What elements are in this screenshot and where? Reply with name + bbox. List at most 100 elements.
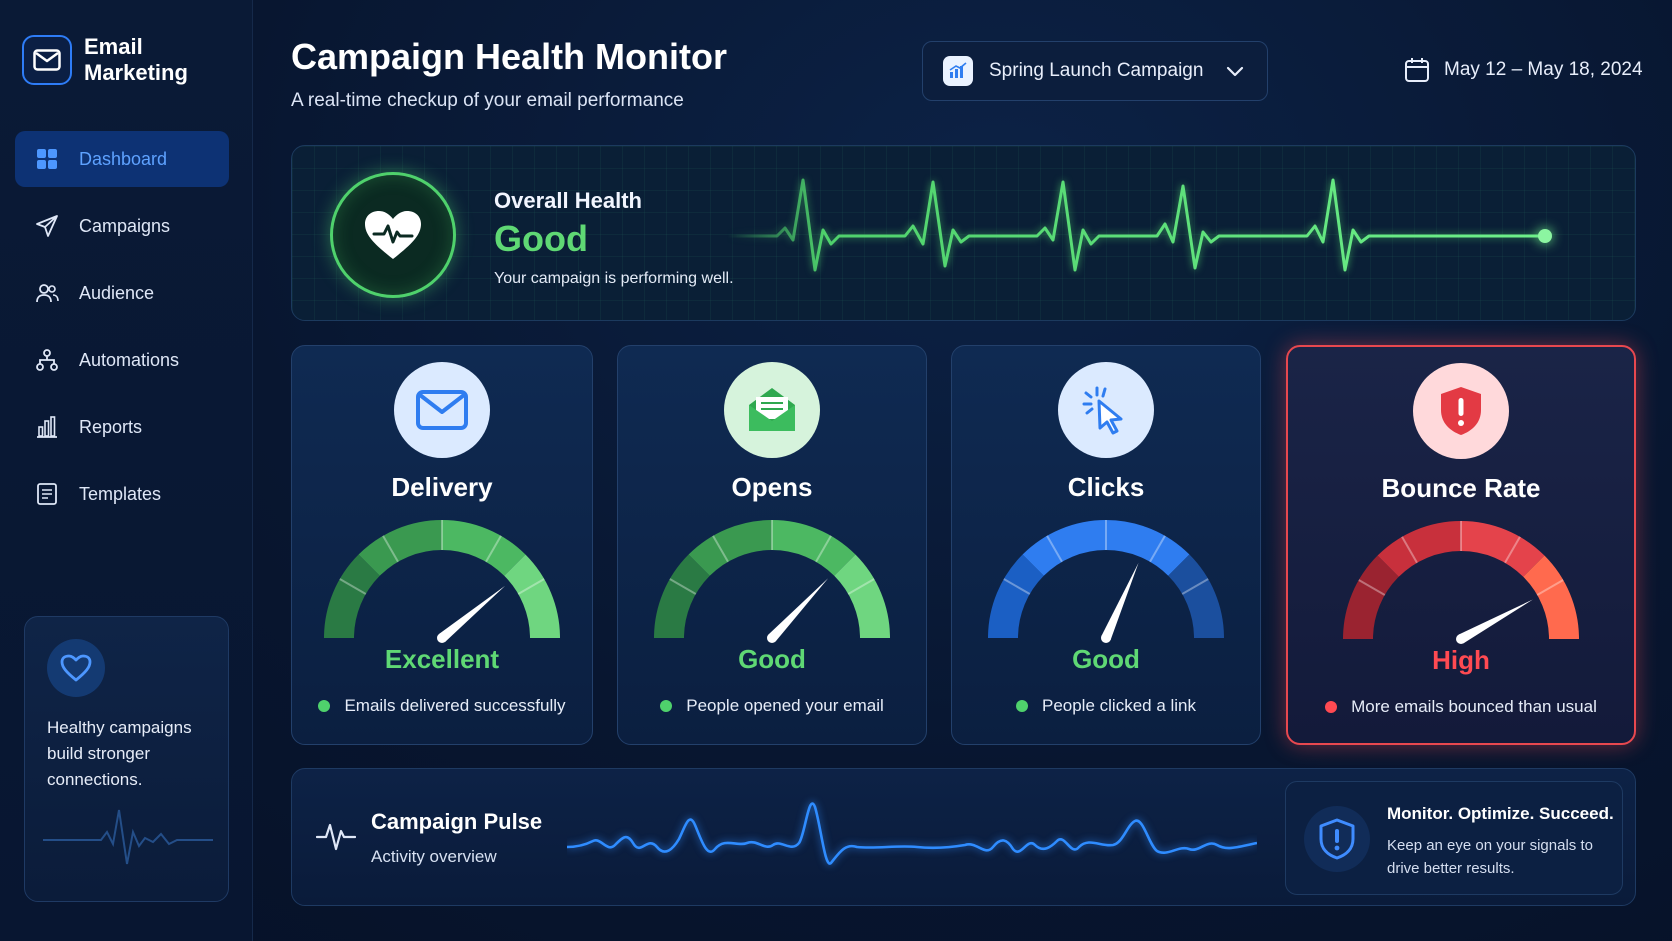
gauge-segment — [358, 520, 442, 576]
gauge-tick — [1149, 535, 1166, 563]
brand-name: Email Marketing — [84, 34, 188, 85]
metric-note-text: Emails delivered successfully — [344, 696, 566, 715]
envelope-icon — [394, 362, 490, 458]
sidebar-item-label: Templates — [79, 483, 162, 504]
brand-logo[interactable]: Email Marketing — [22, 34, 188, 86]
gauge-tick — [339, 578, 367, 595]
gauge-tick — [1536, 579, 1564, 596]
gauge-tick — [1046, 535, 1063, 563]
metric-card-bounce-rate[interactable]: Bounce Rate High More emails bounced tha… — [1286, 345, 1636, 745]
status-dot — [1015, 700, 1028, 712]
metric-title: Opens — [731, 472, 813, 502]
sidebar-item-audience[interactable]: Audience — [15, 265, 229, 321]
metric-title: Delivery — [391, 472, 493, 502]
sidebar-item-label: Campaigns — [79, 215, 171, 236]
pulse-icon — [316, 823, 356, 851]
gauge-hub — [437, 633, 447, 643]
sidebar-item-label: Dashboard — [79, 148, 168, 169]
envelope-logo-icon — [22, 35, 72, 85]
metric-note: More emails bounced than usual — [1288, 697, 1634, 717]
sidebar: Email Marketing Dashboard Campaigns Audi… — [0, 0, 253, 941]
cursor-click-icon — [1058, 362, 1154, 458]
gauge-needle — [1101, 562, 1139, 640]
gauge-segment — [504, 554, 560, 638]
metric-note-text: People clicked a link — [1041, 696, 1197, 715]
heartbeat-wave-graphic — [727, 178, 1552, 272]
gauge-segment — [1343, 555, 1399, 639]
gauge-clicks — [988, 520, 1224, 643]
page-subtitle: A real-time checkup of your email perfor… — [291, 90, 684, 111]
gauge-segment — [1523, 555, 1579, 639]
metric-note: People clicked a link — [952, 696, 1260, 716]
gauge-segment — [772, 520, 856, 576]
gauge-tick — [1401, 536, 1418, 564]
metric-note-text: People opened your email — [686, 696, 884, 715]
gauge-segment — [1461, 521, 1545, 577]
tip-box: Monitor. Optimize. Succeed. Keep an eye … — [1285, 781, 1623, 895]
sidebar-item-reports[interactable]: Reports — [15, 399, 229, 455]
gauge-segment — [1022, 520, 1106, 576]
gauge-hub — [1101, 633, 1111, 643]
calendar-icon — [1405, 58, 1429, 82]
template-icon — [37, 483, 57, 505]
sidebar-item-campaigns[interactable]: Campaigns — [15, 198, 229, 254]
shield-icon — [1304, 806, 1370, 872]
tip-title: Monitor. Optimize. Succeed. — [1387, 804, 1614, 823]
gauge-tick — [1358, 579, 1386, 596]
gauge-needle — [438, 585, 506, 642]
status-dot — [660, 700, 673, 712]
metric-note: People opened your email — [618, 696, 926, 716]
sidebar-info-card: Healthy campaigns build stronger connect… — [24, 616, 229, 902]
gauge-delivery — [324, 520, 560, 643]
gauge-tick — [1003, 578, 1031, 595]
sidebar-item-dashboard[interactable]: Dashboard — [15, 131, 229, 187]
metric-status: High — [1432, 645, 1490, 675]
date-range-picker[interactable]: May 12 – May 18, 2024 — [1404, 57, 1643, 83]
gauge-tick — [1181, 578, 1209, 595]
gauge-tick — [712, 535, 729, 563]
metric-card-clicks[interactable]: Clicks Good People clicked a link — [951, 345, 1261, 745]
metric-card-opens[interactable]: Opens Good People opened your email — [617, 345, 927, 745]
gauge-needle — [1458, 599, 1533, 644]
gauge-segment — [442, 520, 526, 576]
gauge-segment — [1377, 521, 1461, 577]
metric-status: Excellent — [384, 644, 500, 674]
campaign-chart-icon — [943, 56, 973, 86]
overall-health-label: Overall Health — [494, 188, 642, 213]
gauge-segment — [834, 554, 890, 638]
workflow-icon — [36, 349, 58, 371]
sidebar-card-text: Healthy campaigns build stronger connect… — [47, 718, 192, 789]
sidebar-item-templates[interactable]: Templates — [15, 466, 229, 522]
gauge-segment — [324, 554, 380, 638]
metric-note: Emails delivered successfully — [292, 696, 592, 716]
metric-title: Clicks — [1067, 472, 1145, 502]
gauge-segment — [988, 554, 1044, 638]
gauge-opens — [654, 520, 890, 643]
gauge-segment — [688, 520, 772, 576]
alert-shield-icon — [1413, 363, 1509, 459]
metric-note-text: More emails bounced than usual — [1351, 697, 1597, 716]
users-icon — [36, 284, 59, 303]
sidebar-item-label: Automations — [79, 349, 180, 370]
campaign-select[interactable]: Spring Launch Campaign — [922, 41, 1268, 101]
gauge-hub — [767, 633, 777, 643]
gauge-bounce-rate — [1343, 521, 1579, 644]
gauge-needle — [768, 578, 829, 642]
campaign-select-value: Spring Launch Campaign — [989, 60, 1204, 81]
metric-status: Good — [738, 644, 806, 674]
activity-wave-graphic — [567, 802, 1257, 865]
grid-icon — [37, 149, 57, 169]
gauge-segment — [1106, 520, 1190, 576]
gauge-segment — [654, 554, 710, 638]
gauge-tick — [815, 535, 832, 563]
metric-card-delivery[interactable]: Delivery Excellent Emails delivered succ… — [291, 345, 593, 745]
gauge-hub — [1456, 634, 1466, 644]
metric-title: Bounce Rate — [1381, 473, 1541, 503]
pulse-title: Campaign Pulse — [371, 809, 543, 834]
gauge-tick — [382, 535, 399, 563]
metric-status: Good — [1072, 644, 1140, 674]
gauge-tick — [485, 535, 502, 563]
gauge-tick — [1504, 536, 1521, 564]
sidebar-item-automations[interactable]: Automations — [15, 332, 229, 388]
